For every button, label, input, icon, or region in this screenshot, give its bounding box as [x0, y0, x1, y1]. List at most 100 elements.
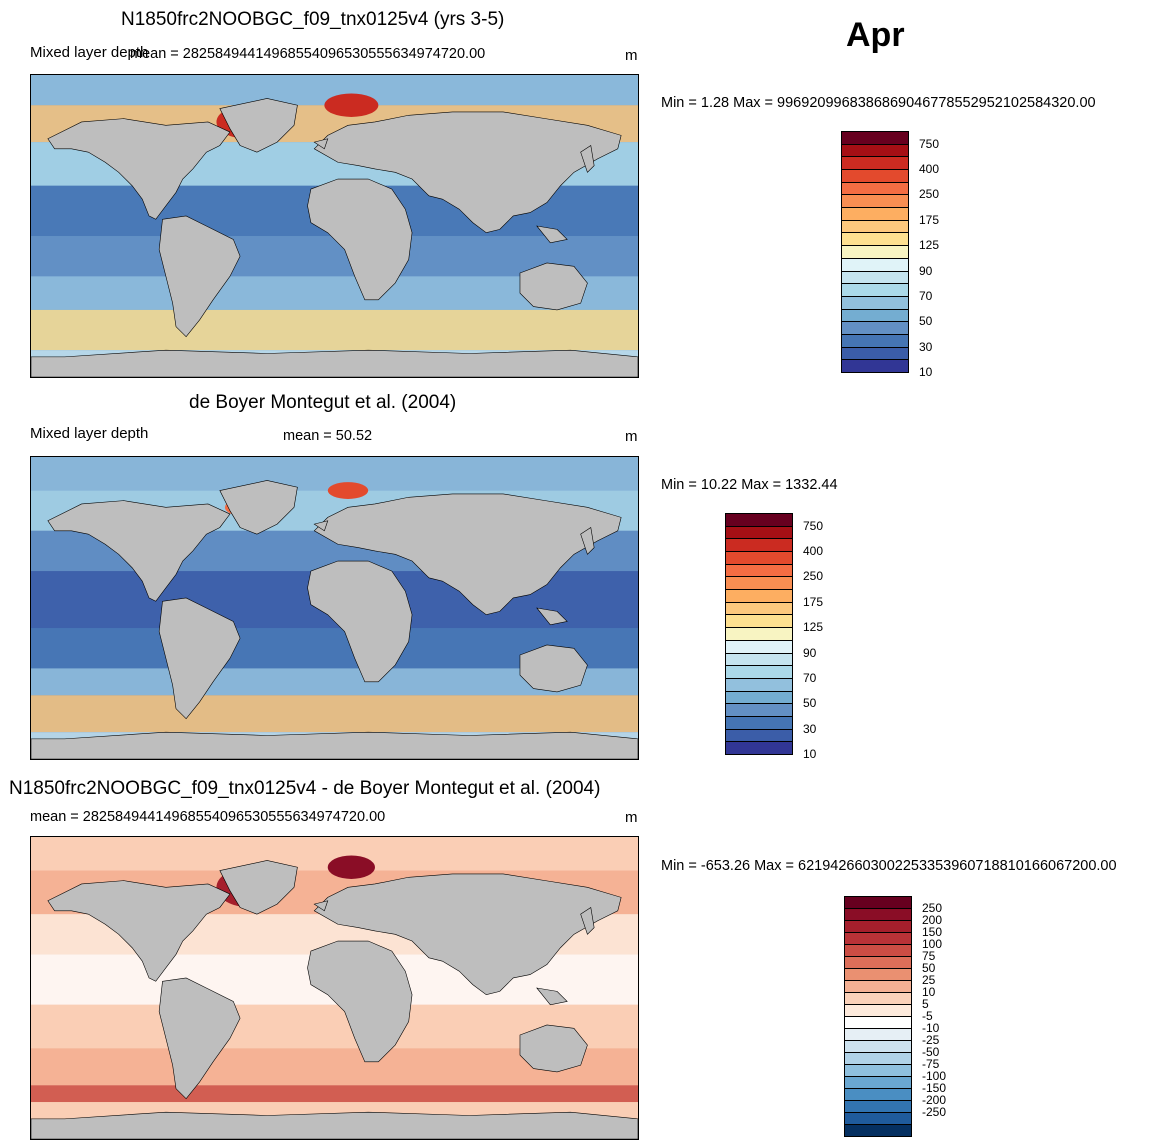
- panel-model-colorbar: 750 400 250 175 125 90 70 50 30 10: [841, 131, 961, 379]
- landmass: [581, 907, 594, 934]
- colorbar-swatch: [841, 283, 909, 297]
- panel-model-map: [30, 74, 639, 378]
- colorbar-swatch: [841, 194, 909, 209]
- colorbar-label: 25: [922, 973, 936, 987]
- panel-obs-map: [30, 456, 639, 760]
- colorbar-label: 175: [803, 594, 824, 609]
- colorbar-label: 50: [803, 696, 817, 711]
- panel-obs-units: m: [625, 428, 638, 445]
- ocean-band: [31, 695, 638, 733]
- ocean-anomaly: [327, 855, 375, 879]
- landmass: [220, 98, 298, 152]
- colorbar-label: 125: [919, 238, 940, 253]
- colorbar-label: 175: [919, 212, 940, 227]
- colorbar-label: -150: [922, 1081, 947, 1095]
- colorbar-swatch: [725, 525, 793, 540]
- ocean-band: [31, 1085, 638, 1103]
- colorbar-swatch: [725, 551, 793, 565]
- colorbar-label: 250: [919, 187, 940, 202]
- colorbar-swatch: [841, 232, 909, 247]
- colorbar-swatch: [841, 169, 909, 183]
- colorbar-swatch: [725, 703, 793, 717]
- colorbar-swatch: [841, 156, 909, 171]
- panel-diff-map: [30, 836, 639, 1140]
- landmass: [48, 501, 230, 602]
- colorbar-swatch: [841, 321, 909, 335]
- landmass: [537, 608, 567, 625]
- month-label: Apr: [846, 16, 905, 54]
- colorbar-label: 75: [922, 949, 936, 963]
- panel-obs-colorbar: 750 400 250 175 125 90 70 50 30 10: [725, 513, 845, 761]
- colorbar-swatch: [725, 728, 793, 743]
- panel-model-minmax: Min = 1.28 Max = 99692099683868690467785…: [661, 95, 1096, 111]
- landmass: [159, 978, 240, 1099]
- panel-model-title: N1850frc2NOOBGC_f09_tnx0125v4 (yrs 3-5): [121, 9, 505, 30]
- colorbar-swatch: [725, 639, 793, 654]
- colorbar-swatch: [841, 207, 909, 221]
- panel-diff-title: N1850frc2NOOBGC_f09_tnx0125v4 - de Boyer…: [9, 778, 601, 799]
- landmass: [308, 179, 413, 300]
- colorbar-label: 150: [922, 925, 943, 939]
- colorbar-label: -250: [922, 1105, 947, 1119]
- ocean-band: [31, 309, 638, 351]
- colorbar-label: -75: [922, 1057, 940, 1071]
- landmass: [537, 988, 567, 1005]
- landmass: [520, 645, 587, 692]
- colorbar-swatch: [725, 665, 793, 679]
- colorbar-swatch: [841, 346, 909, 361]
- colorbar-swatch: [725, 576, 793, 591]
- colorbar-label: 200: [922, 913, 943, 927]
- colorbar-swatch: [841, 295, 909, 310]
- colorbar-label: 400: [803, 544, 824, 559]
- panel-model-variable: Mixed layer depth: [30, 44, 149, 61]
- colorbar-swatch: [841, 359, 909, 373]
- panel-obs-title: de Boyer Montegut et al. (2004): [189, 392, 457, 413]
- landmass: [314, 494, 621, 615]
- colorbar-label: 10: [803, 747, 817, 761]
- colorbar-label: 10: [919, 365, 933, 379]
- landmass: [31, 350, 638, 377]
- panel-diff-mean: mean = 282584944149685540965305556349747…: [30, 809, 386, 825]
- colorbar-label: 50: [922, 961, 936, 975]
- landmass: [48, 881, 230, 982]
- colorbar-swatch: [725, 538, 793, 553]
- ocean-anomaly: [324, 93, 379, 117]
- landmass: [581, 527, 594, 554]
- panel-model-units: m: [625, 47, 638, 64]
- landmass: [308, 561, 413, 682]
- colorbar-swatch: [725, 563, 793, 578]
- colorbar-swatch: [725, 601, 793, 616]
- colorbar-label: -10: [922, 1021, 940, 1035]
- landmass: [220, 860, 298, 914]
- colorbar-swatch: [725, 614, 793, 629]
- landmass: [159, 216, 240, 337]
- landmass: [159, 598, 240, 719]
- colorbar-swatch: [725, 589, 793, 603]
- colorbar-label: 50: [919, 314, 933, 329]
- colorbar-swatch: [725, 652, 793, 667]
- colorbar-label: 90: [803, 645, 817, 660]
- colorbar-label: 750: [919, 136, 940, 151]
- colorbar-swatch: [841, 219, 909, 234]
- panel-obs-mean: mean = 50.52: [283, 428, 373, 444]
- colorbar-label: 90: [919, 263, 933, 278]
- landmass: [314, 874, 621, 995]
- colorbar-swatch: [844, 1124, 912, 1137]
- landmass: [520, 263, 587, 310]
- landmass: [308, 941, 413, 1062]
- colorbar-label: -200: [922, 1093, 947, 1107]
- colorbar-label: -50: [922, 1045, 940, 1059]
- landmass: [314, 901, 327, 911]
- colorbar-label: 30: [803, 721, 817, 736]
- colorbar-swatch: [841, 181, 909, 196]
- colorbar-label: 10: [922, 985, 936, 999]
- ocean-anomaly: [327, 482, 369, 499]
- colorbar-label: 400: [919, 162, 940, 177]
- colorbar-label: 750: [803, 518, 824, 533]
- colorbar-label: -25: [922, 1033, 940, 1047]
- colorbar-swatch: [725, 715, 793, 730]
- colorbar-label: 5: [922, 997, 929, 1011]
- colorbar-swatch: [725, 677, 793, 692]
- colorbar-swatch: [725, 627, 793, 641]
- colorbar-label: 30: [919, 339, 933, 354]
